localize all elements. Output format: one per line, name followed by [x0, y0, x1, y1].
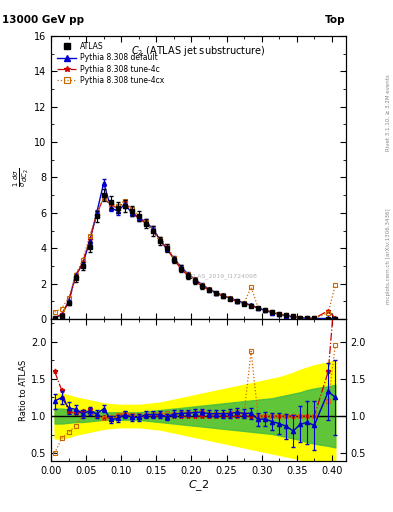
- Text: Top: Top: [325, 15, 346, 26]
- Y-axis label: Ratio to ATLAS: Ratio to ATLAS: [19, 359, 28, 420]
- Text: 13000 GeV pp: 13000 GeV pp: [2, 15, 84, 26]
- Text: mcplots.cern.ch [arXiv:1306.3436]: mcplots.cern.ch [arXiv:1306.3436]: [386, 208, 391, 304]
- Text: ATLAS_2019_I1724098: ATLAS_2019_I1724098: [187, 274, 257, 280]
- Legend: ATLAS, Pythia 8.308 default, Pythia 8.308 tune-4c, Pythia 8.308 tune-4cx: ATLAS, Pythia 8.308 default, Pythia 8.30…: [55, 39, 167, 87]
- Y-axis label: $\frac{1}{\sigma}\frac{d\sigma}{dC_2}$: $\frac{1}{\sigma}\frac{d\sigma}{dC_2}$: [11, 167, 31, 187]
- Text: $C_2$ (ATLAS jet substructure): $C_2$ (ATLAS jet substructure): [131, 45, 266, 58]
- Text: Rivet 3.1.10, ≥ 3.2M events: Rivet 3.1.10, ≥ 3.2M events: [386, 74, 391, 151]
- X-axis label: $C\_2$: $C\_2$: [188, 478, 209, 493]
